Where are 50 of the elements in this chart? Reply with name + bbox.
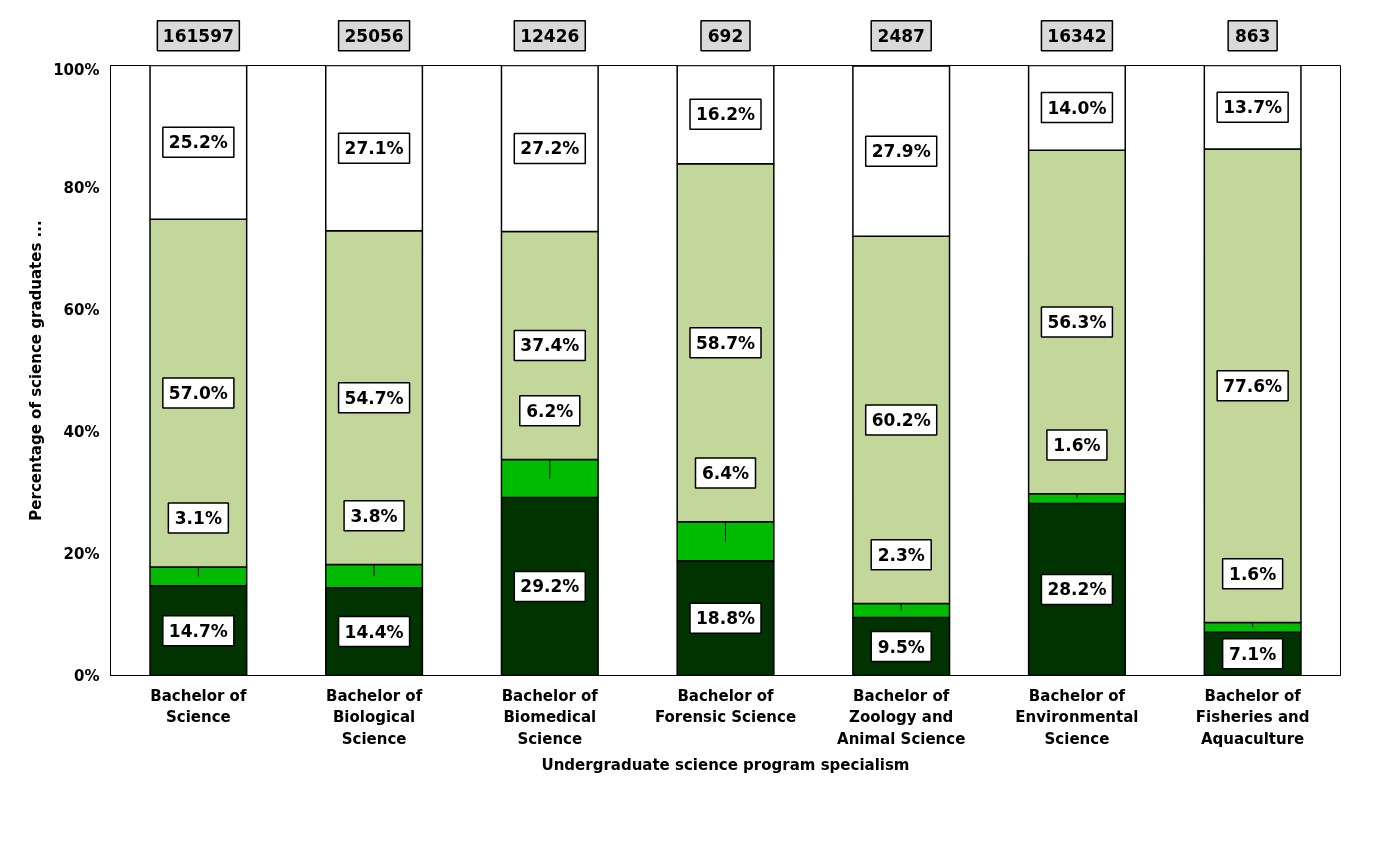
data-label: 14.4% bbox=[344, 621, 404, 642]
x-tick-label: Bachelor of Zoology and Animal Science bbox=[837, 686, 966, 748]
data-label: 37.4% bbox=[520, 335, 580, 356]
data-label: 58.7% bbox=[696, 332, 755, 353]
data-label: 1.6% bbox=[1229, 563, 1277, 584]
text: 692 bbox=[707, 26, 744, 47]
data-label: 2.3% bbox=[877, 544, 925, 565]
data-label: 6.4% bbox=[701, 462, 750, 483]
y-axis-title: Percentage of science graduates ... bbox=[27, 220, 46, 521]
y-tick-label: 80% bbox=[63, 178, 100, 197]
data-label: 60.2% bbox=[871, 409, 931, 430]
x-tick-label: Bachelor of Fisheries and Aquaculture bbox=[1195, 686, 1310, 748]
data-label: 14.7% bbox=[168, 620, 228, 641]
data-label: 27.2% bbox=[520, 138, 580, 159]
text: 161597 bbox=[162, 26, 234, 47]
y-tick-label: 0% bbox=[74, 666, 100, 685]
data-label: 54.7% bbox=[344, 387, 404, 408]
x-tick-label: Bachelor of Environmental Science bbox=[1015, 686, 1139, 748]
x-tick-label: Bachelor of Forensic Science bbox=[654, 686, 797, 727]
y-tick-label: 20% bbox=[63, 544, 100, 563]
data-label: 27.9% bbox=[871, 141, 931, 162]
data-label: 56.3% bbox=[1047, 312, 1107, 333]
text: 863 bbox=[1234, 26, 1271, 47]
data-label: 57.0% bbox=[168, 383, 228, 404]
data-label: 28.2% bbox=[1047, 579, 1107, 600]
data-label: 3.8% bbox=[350, 505, 398, 526]
y-tick-label: 40% bbox=[63, 422, 100, 441]
data-label: 77.6% bbox=[1223, 375, 1283, 396]
y-tick-label: 100% bbox=[53, 60, 100, 79]
y-tick-label: 60% bbox=[63, 300, 100, 319]
data-label: 14.0% bbox=[1047, 97, 1107, 118]
x-tick-label: Bachelor of Science bbox=[150, 686, 247, 727]
x-tick-label: Bachelor of Biomedical Science bbox=[501, 686, 599, 748]
x-tick-label: Bachelor of Biological Science bbox=[325, 686, 423, 748]
data-label: 7.1% bbox=[1229, 643, 1277, 664]
x-axis-title: Undergraduate science program specialism bbox=[541, 755, 910, 774]
text: 16342 bbox=[1047, 26, 1107, 47]
data-label: 25.2% bbox=[168, 132, 228, 153]
data-label: 16.2% bbox=[696, 104, 755, 125]
data-label: 6.2% bbox=[526, 400, 574, 421]
text: 12426 bbox=[520, 26, 580, 47]
data-label: 29.2% bbox=[520, 576, 580, 597]
data-label: 13.7% bbox=[1223, 97, 1283, 118]
data-label: 3.1% bbox=[174, 508, 222, 529]
text: 2487 bbox=[877, 26, 925, 47]
data-label: 18.8% bbox=[696, 608, 755, 629]
data-label: 27.1% bbox=[344, 138, 404, 159]
data-label: 9.5% bbox=[877, 636, 925, 657]
text: 25056 bbox=[344, 26, 404, 47]
data-label: 1.6% bbox=[1053, 434, 1101, 455]
